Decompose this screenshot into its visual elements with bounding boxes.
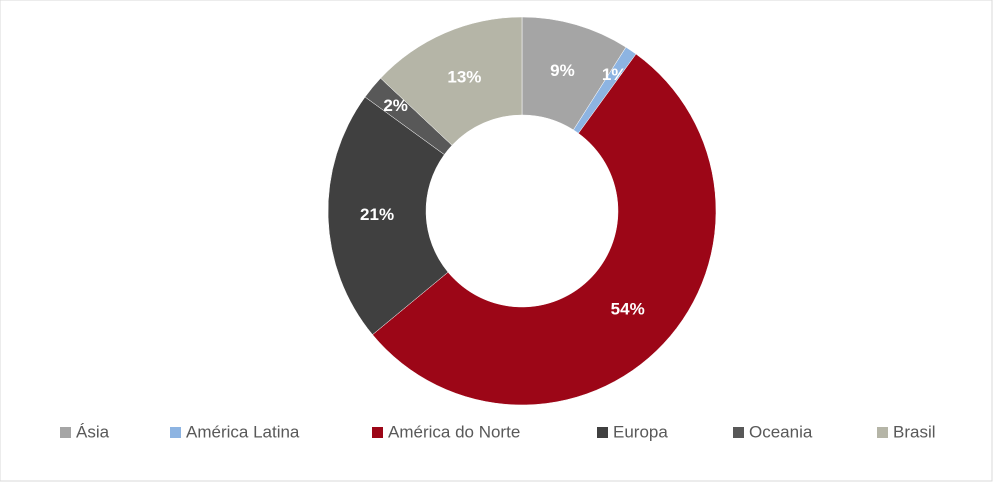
donut-slice <box>380 16 523 146</box>
donut-slice <box>372 53 717 406</box>
legend-swatch <box>372 427 383 438</box>
data-label: 54% <box>611 300 645 319</box>
legend-swatch <box>733 427 744 438</box>
donut-slice <box>327 96 449 336</box>
legend-label: Brasil <box>893 422 936 441</box>
legend-swatch <box>597 427 608 438</box>
legend-label: América Latina <box>186 422 300 441</box>
legend-label: Ásia <box>76 422 110 441</box>
data-label: 9% <box>550 61 575 80</box>
legend-swatch <box>170 427 181 438</box>
legend-label: América do Norte <box>388 422 520 441</box>
legend-label: Europa <box>613 422 668 441</box>
legend-swatch <box>60 427 71 438</box>
data-label: 13% <box>447 67 481 86</box>
data-label: 2% <box>383 96 408 115</box>
legend-swatch <box>877 427 888 438</box>
legend-label: Oceania <box>749 422 813 441</box>
data-label: 21% <box>360 205 394 224</box>
